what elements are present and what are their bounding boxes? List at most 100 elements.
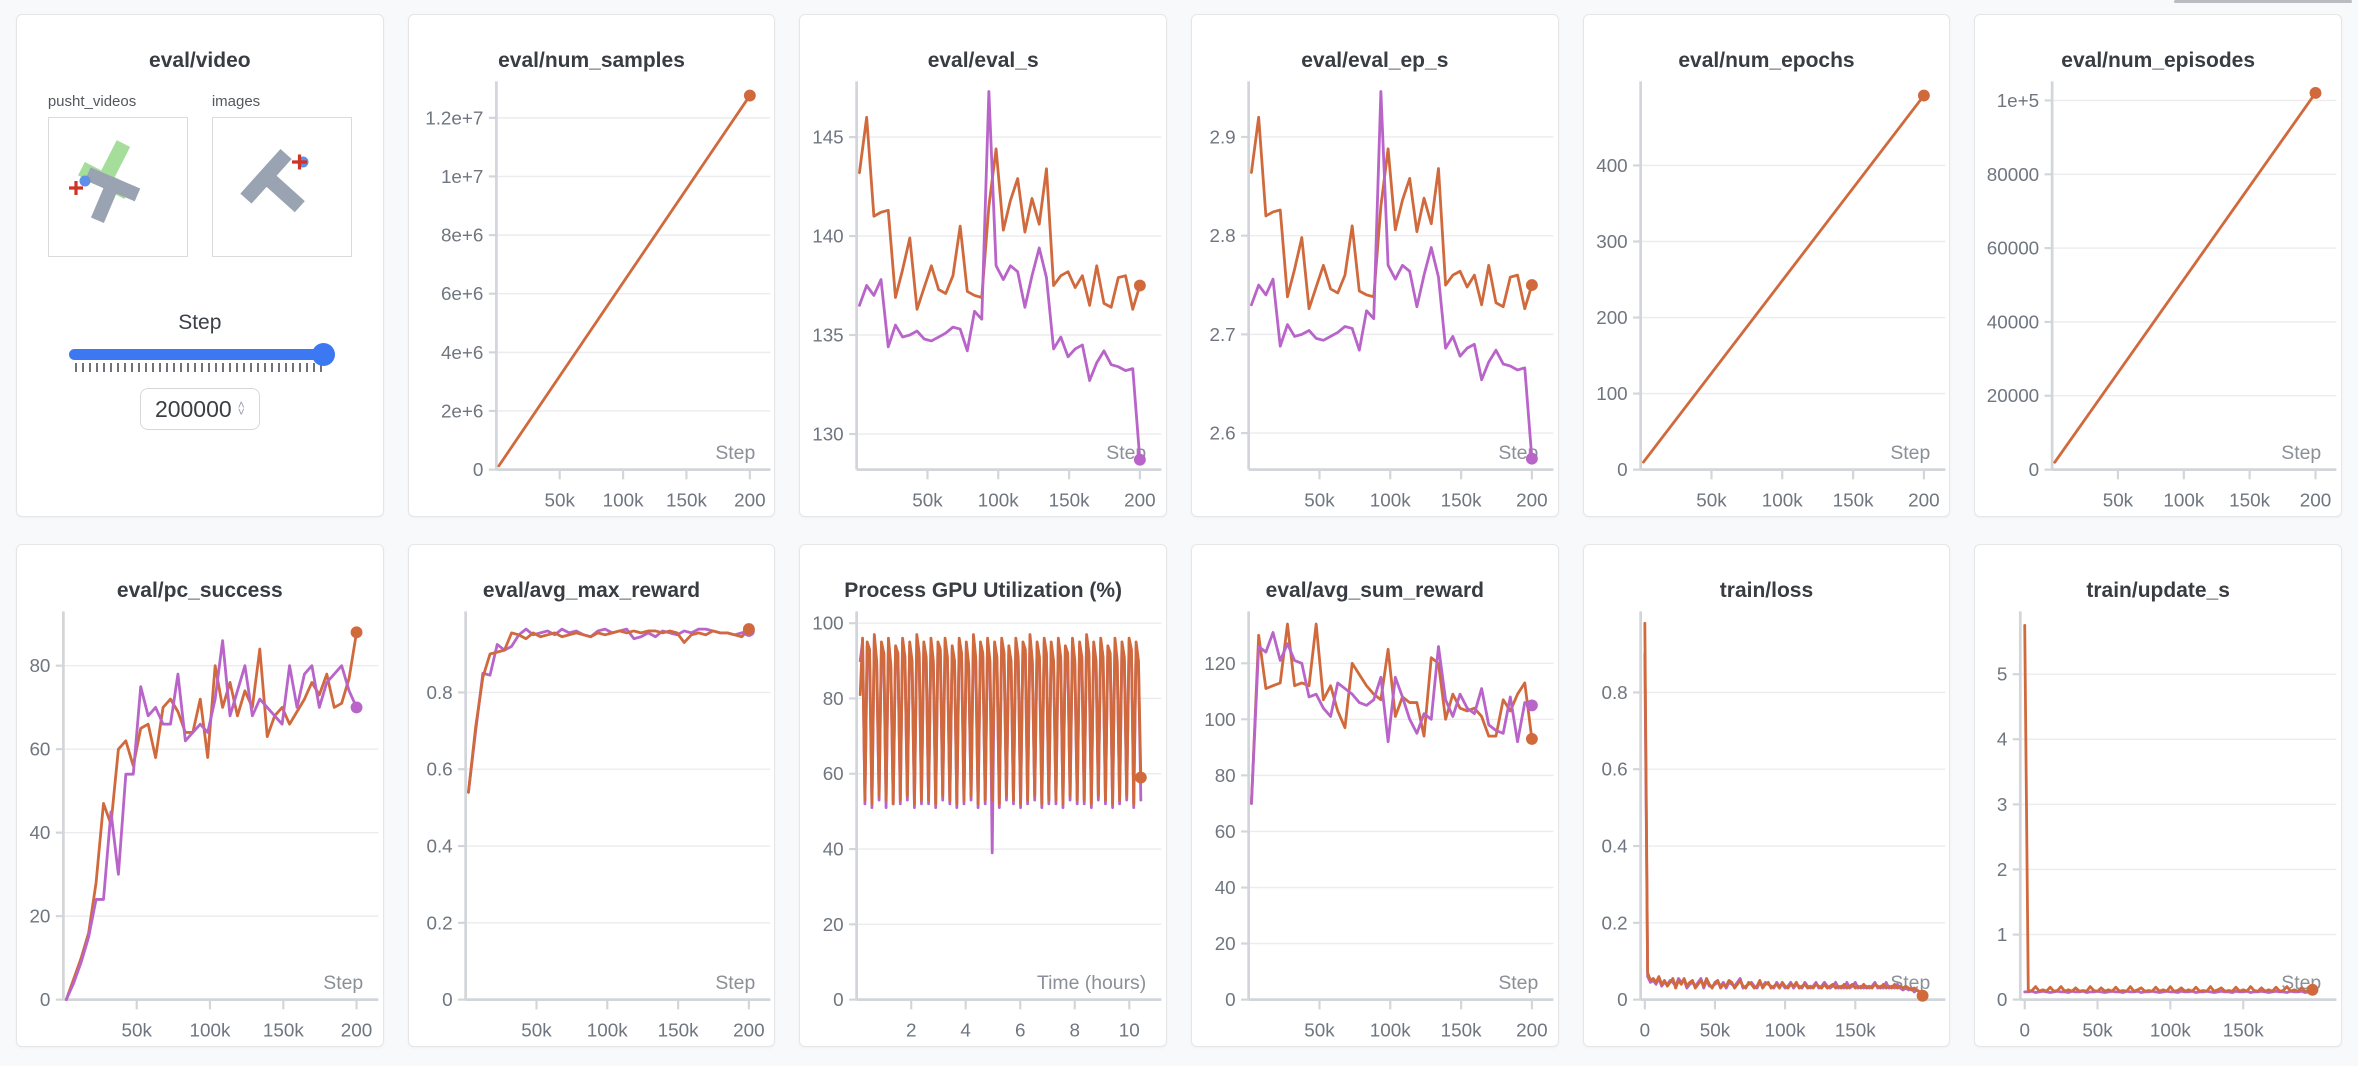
y-tick-label: 1 [1997, 924, 2008, 945]
x-tick-label: 8 [1070, 1019, 1081, 1040]
y-tick-label: 135 [813, 324, 844, 345]
series-run-purple [858, 90, 1142, 462]
gray-t-block [84, 167, 141, 223]
goal-cross [68, 181, 83, 195]
chart-plot-area[interactable]: 0 100 200 300 400 50k 100k 150k 200 Step [1584, 77, 1950, 517]
latest-point-run-orange [742, 623, 755, 636]
chart-title: eval/num_episodes [2061, 49, 2256, 72]
y-tick-label: 0 [473, 459, 483, 480]
slider-track[interactable] [68, 343, 335, 366]
chart-svg[interactable]: 0 20 40 60 80 100 120 50k 100k 150k 200 Step [1192, 607, 1558, 1047]
agent-dot [79, 175, 91, 187]
y-tick-label: 20 [823, 914, 844, 935]
x-tick-label: 150k [1441, 1019, 1482, 1040]
chart-title: eval/eval_ep_s [1301, 49, 1449, 72]
chart-panel: eval/eval_ep_s 2.6 2.7 2.8 2.9 50k 100k 150k 20… [1190, 14, 1559, 517]
spinner-up-icon[interactable]: ˄ [237, 398, 245, 412]
chart-panel: train/update_s 0 1 2 3 4 5 0 50k 100k 150k Step [1974, 544, 2342, 1047]
y-tick-label: 1e+7 [441, 166, 483, 187]
chart-plot-area[interactable]: 130 135 140 145 50k 100k 150k 200 Step [800, 77, 1166, 517]
chart-plot-area[interactable]: 0 0.2 0.4 0.6 0.8 0 50k 100k 150k Step [1584, 607, 1950, 1047]
y-tick-label: 20 [1215, 933, 1236, 954]
scrollbar-remnant[interactable] [2174, 0, 2352, 3]
x-tick-label: 200 [734, 489, 765, 510]
chart-svg[interactable]: 0 2e+6 4e+6 6e+6 8e+6 1e+7 1.2e+7 50k 100k 150k 20… [409, 77, 775, 517]
y-tick-label: 0 [1997, 989, 2008, 1010]
y-tick-label: 40000 [1987, 311, 2039, 332]
y-tick-label: 40 [29, 822, 50, 843]
spinner-arrows[interactable]: ˄ ˅ [237, 398, 245, 419]
y-tick-label: 0 [40, 989, 51, 1010]
pusht-video-thumbnail[interactable] [47, 117, 188, 257]
series-run-orange [1641, 94, 1925, 464]
y-tick-label: 20000 [1987, 385, 2039, 406]
y-tick-label: 2.8 [1209, 225, 1235, 246]
chart-plot-area[interactable]: 0 20 40 60 80 100 2 4 6 8 10 Time (hours) [800, 607, 1166, 1047]
y-tick-label: 4e+6 [441, 342, 483, 363]
chart-plot-area[interactable]: 0 2e+6 4e+6 6e+6 8e+6 1e+7 1.2e+7 50k 100k 150k 20… [409, 77, 775, 517]
y-tick-label: 1e+5 [1997, 90, 2039, 111]
chart-panel: eval/avg_max_reward 0 0.2 0.4 0.6 0.8 50k 100k… [407, 544, 776, 1047]
y-tick-label: 0.4 [1601, 836, 1627, 857]
x-tick-label: 0 [1639, 1019, 1650, 1040]
video-thumbnails: pusht_videos [17, 93, 383, 257]
x-tick-label: 150k [1834, 1019, 1875, 1040]
x-tick-label: 100k [190, 1019, 231, 1040]
x-tick-label: 200 [733, 1019, 764, 1040]
series-run-orange [2053, 91, 2318, 464]
x-tick-label: 50k [1304, 489, 1335, 510]
x-tick-label: 50k [521, 1019, 552, 1040]
y-tick-label: 60000 [1987, 238, 2039, 259]
y-tick-label: 60 [1215, 821, 1236, 842]
x-tick-label: 4 [961, 1019, 972, 1040]
y-tick-label: 2.6 [1209, 423, 1235, 444]
chart-plot-area[interactable]: 0 0.2 0.4 0.6 0.8 50k 100k 150k 200 Step [409, 607, 775, 1047]
y-tick-label: 40 [823, 839, 844, 860]
images-thumbnail[interactable] [211, 117, 352, 257]
x-tick-label: 150k [1049, 489, 1090, 510]
y-tick-label: 0.8 [426, 682, 452, 703]
chart-svg[interactable]: 0 20 40 60 80 50k 100k 150k 200 Step [17, 607, 383, 1047]
y-tick-label: 145 [813, 127, 844, 148]
chart-svg[interactable]: 0 20 40 60 80 100 2 4 6 8 10 Time (hours) [800, 607, 1166, 1047]
panel-eval-video: eval/video pusht_videos [16, 14, 384, 517]
y-tick-label: 80 [823, 688, 844, 709]
y-tick-label: 40 [1215, 877, 1236, 898]
chart-plot-area[interactable]: 0 20 40 60 80 50k 100k 150k 200 Step [17, 607, 383, 1047]
series-run-orange [1643, 621, 1924, 998]
y-tick-label: 300 [1596, 231, 1627, 252]
chart-plot-area[interactable]: 0 20 40 60 80 100 120 50k 100k 150k 200 Step [1192, 607, 1558, 1047]
step-slider[interactable] [68, 343, 335, 372]
spinner-down-icon[interactable]: ˅ [237, 405, 245, 419]
x-tick-label: 200 [1516, 1019, 1547, 1040]
x-tick-label: 100k [586, 1019, 627, 1040]
slider-thumb[interactable] [311, 343, 335, 366]
chart-svg[interactable]: 0 20000 40000 60000 80000 1e+5 50k 100k 150k 200 S… [1975, 77, 2341, 517]
chart-title: train/loss [1719, 579, 1814, 602]
video-caption-images: images [211, 93, 261, 110]
step-slider-label: Step [178, 311, 222, 334]
chart-plot-area[interactable]: 0 1 2 3 4 5 0 50k 100k 150k Step [1975, 607, 2341, 1047]
chart-svg[interactable]: 0 100 200 300 400 50k 100k 150k 200 Step [1584, 77, 1950, 517]
step-value[interactable]: 200000 [154, 395, 232, 422]
y-tick-label: 5 [1997, 664, 2008, 685]
y-tick-label: 100 [1204, 709, 1235, 730]
y-tick-label: 6e+6 [441, 283, 483, 304]
y-tick-label: 1.2e+7 [425, 107, 483, 128]
latest-point-run-purple [1134, 453, 1147, 466]
chart-panel: eval/pc_success 0 20 40 60 80 50k 100k 150k 200 S… [16, 544, 384, 1047]
y-tick-label: 8e+6 [441, 225, 483, 246]
x-tick-label: 0 [2020, 1019, 2031, 1040]
chart-plot-area[interactable]: 0 20000 40000 60000 80000 1e+5 50k 100k 150k 200 S… [1975, 77, 2341, 517]
chart-plot-area[interactable]: 2.6 2.7 2.8 2.9 50k 100k 150k 200 Step [1192, 77, 1558, 517]
x-tick-label: 50k [1696, 489, 1727, 510]
x-tick-label: 200 [1516, 489, 1547, 510]
y-tick-label: 100 [813, 613, 844, 634]
chart-svg[interactable]: 0 0.2 0.4 0.6 0.8 50k 100k 150k 200 Step [409, 607, 775, 1047]
latest-point-run-orange [1135, 771, 1148, 784]
step-number-input[interactable]: 200000 ˄ ˅ [139, 388, 260, 430]
